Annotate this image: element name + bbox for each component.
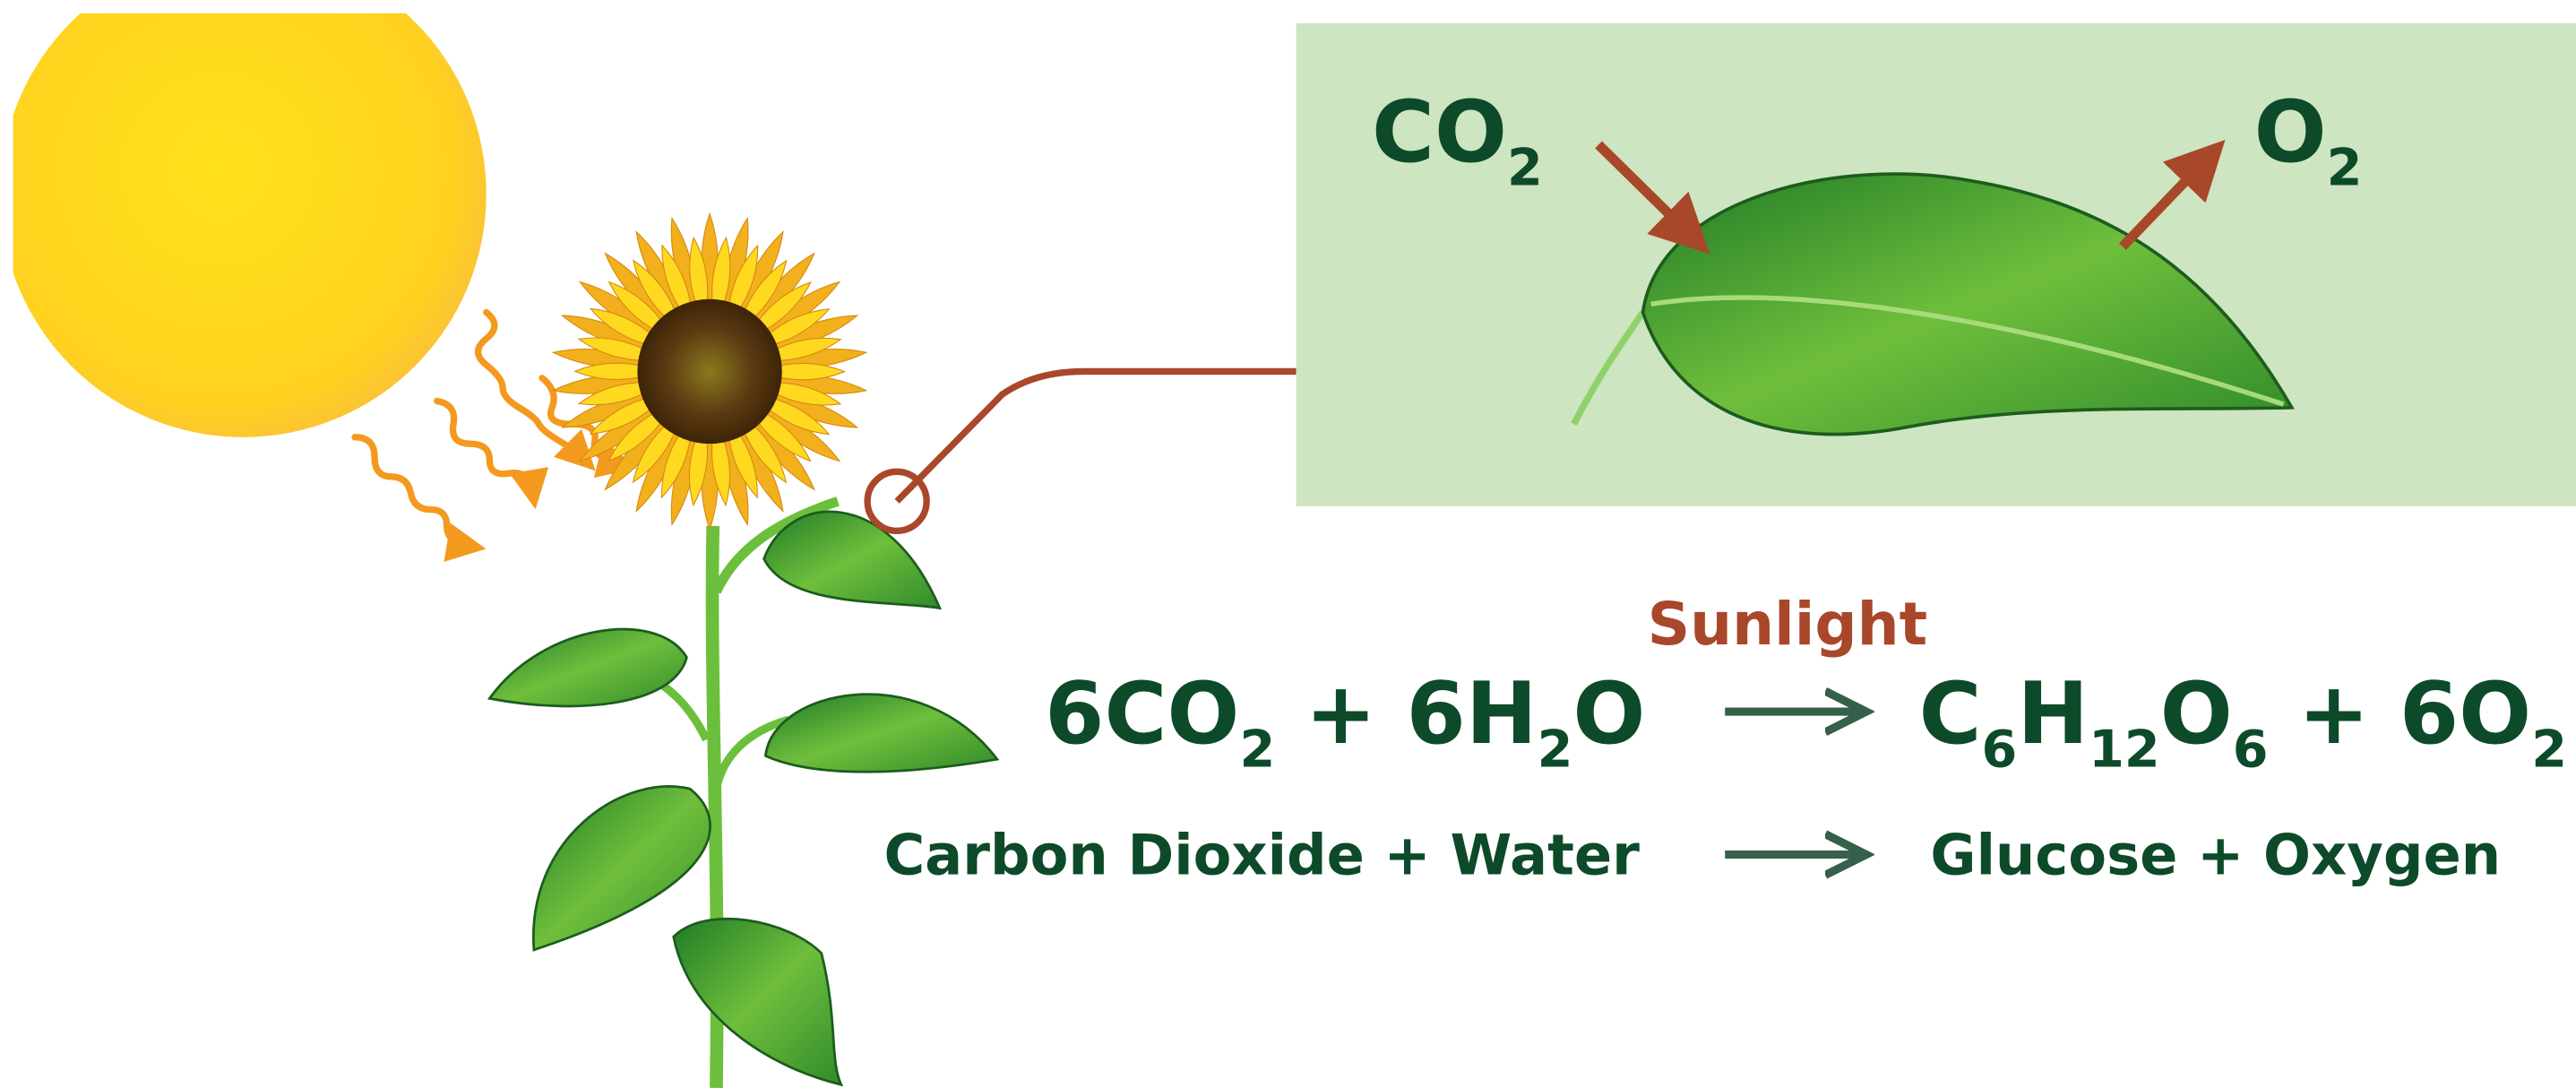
products-words: Glucose + Oxygen bbox=[1930, 823, 2501, 888]
reactants-formula: 6CO2 + 6H2O bbox=[1045, 665, 1645, 780]
formula-text: H bbox=[2017, 665, 2089, 764]
formula-text: O bbox=[2160, 665, 2233, 764]
subscript: 12 bbox=[2089, 721, 2160, 780]
photosynthesis-diagram: CO2 O2 Sunlight 6CO2 + 6H2O C6H12O6 + 6O… bbox=[0, 0, 2576, 1088]
condition-label: Sunlight bbox=[1648, 590, 1928, 659]
subscript: 2 bbox=[2531, 721, 2567, 780]
formula-text: 6CO bbox=[1045, 665, 1239, 764]
sun bbox=[0, 0, 487, 437]
zoom-connector bbox=[897, 371, 1297, 501]
formula-text: + 6O bbox=[2269, 665, 2532, 764]
reactants-words: Carbon Dioxide + Water bbox=[883, 823, 1640, 888]
formula-text: O bbox=[2254, 83, 2327, 182]
formula-text: C bbox=[1919, 665, 1982, 764]
products-formula: C6H12O6 + 6O2 bbox=[1919, 665, 2567, 780]
subscript: 6 bbox=[2233, 721, 2269, 780]
subscript: 2 bbox=[2327, 138, 2363, 197]
subscript: 2 bbox=[1239, 721, 1275, 780]
formula-text: CO bbox=[1372, 83, 1507, 182]
formula-text: O bbox=[1572, 665, 1645, 764]
sunflower-plant bbox=[489, 213, 997, 1087]
subscript: 2 bbox=[1538, 721, 1573, 780]
subscript: 6 bbox=[1982, 721, 2018, 780]
subscript: 2 bbox=[1507, 138, 1543, 197]
formula-text: + 6H bbox=[1275, 665, 1537, 764]
